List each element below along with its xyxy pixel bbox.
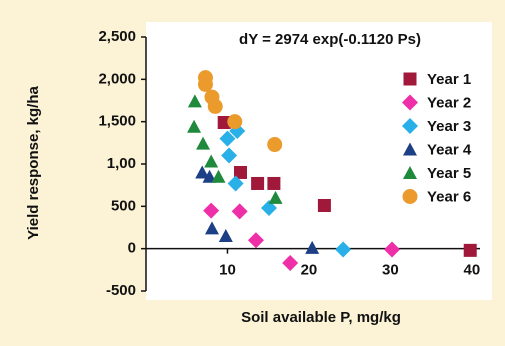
legend-marker <box>402 189 418 204</box>
point <box>207 98 223 114</box>
y-tick-label: 1,00 <box>107 155 136 172</box>
y-axis-label: Yield response, kg/ha <box>25 86 42 240</box>
y-tick-label: 1,500 <box>98 113 136 130</box>
point <box>317 198 331 212</box>
point <box>187 94 202 108</box>
y-tick-label: 500 <box>111 197 136 214</box>
x-tick-label: 20 <box>301 262 318 279</box>
point <box>335 241 352 258</box>
y-tick-label: 2,500 <box>98 28 136 45</box>
legend-label: Year 3 <box>427 118 471 135</box>
point <box>217 116 231 130</box>
point <box>218 228 233 242</box>
legend-label: Year 2 <box>427 94 471 111</box>
annotation: dY = 2974 exp(-0.1120 Ps) <box>239 31 421 48</box>
point <box>384 241 401 258</box>
y-tick-label: 0 <box>128 240 136 257</box>
point <box>197 76 213 92</box>
point <box>261 200 278 217</box>
point <box>196 136 211 150</box>
x-tick-label: 40 <box>464 262 481 279</box>
point <box>219 130 236 147</box>
legend-marker <box>403 142 417 156</box>
point <box>463 243 477 257</box>
point <box>251 176 265 190</box>
point <box>268 190 283 204</box>
y-tick-label: -500 <box>106 282 136 299</box>
legend-label: Year 4 <box>427 141 472 158</box>
point <box>227 114 243 130</box>
point <box>282 255 299 272</box>
point <box>227 175 244 192</box>
legend-label: Year 5 <box>427 165 471 182</box>
x-tick-label: 30 <box>382 262 399 279</box>
point <box>204 154 219 168</box>
x-tick-label: 10 <box>219 262 236 279</box>
point <box>202 169 217 183</box>
legend-label: Year 1 <box>427 71 471 88</box>
point <box>267 137 283 153</box>
point <box>195 165 210 179</box>
point <box>203 202 220 219</box>
point <box>221 147 238 164</box>
point <box>211 169 226 183</box>
point <box>247 232 264 249</box>
legend-marker <box>402 118 418 134</box>
point <box>305 240 320 254</box>
legend-marker <box>403 72 417 86</box>
legend-marker <box>402 94 418 111</box>
point <box>204 221 219 235</box>
plot-area <box>146 22 492 300</box>
point <box>233 165 247 179</box>
point <box>231 203 248 220</box>
y-tick-label: 2,000 <box>98 70 136 87</box>
legend-marker <box>403 166 417 179</box>
legend-label: Year 6 <box>427 188 471 205</box>
x-axis-label: Soil available P, mg/kg <box>241 309 401 326</box>
point <box>187 119 202 133</box>
point <box>267 176 281 190</box>
